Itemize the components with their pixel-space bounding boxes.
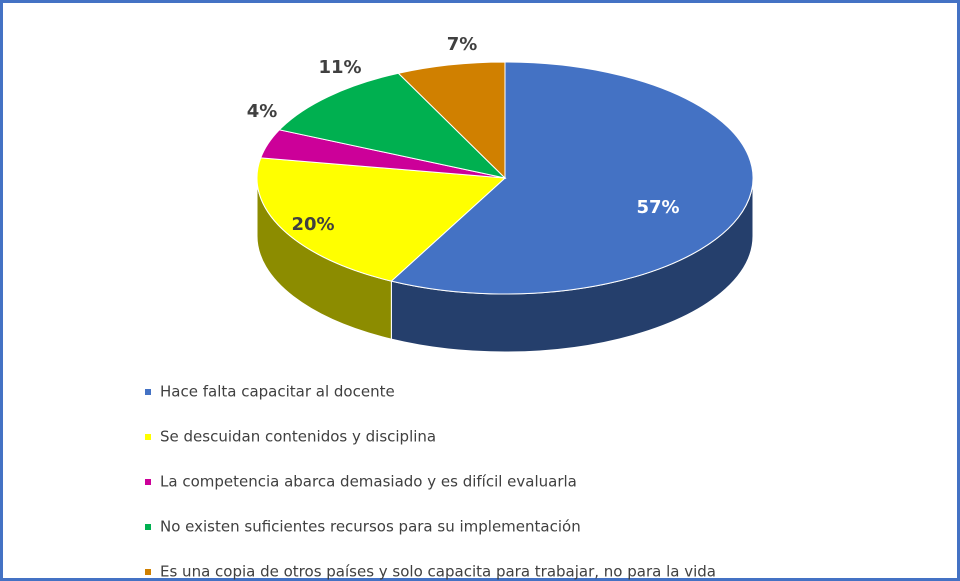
legend-swatch: [145, 524, 151, 530]
data-label: 4%: [247, 101, 278, 122]
legend-label: Hace falta capacitar al docente: [160, 383, 395, 401]
legend-label: Se descuidan contenidos y disciplina: [160, 428, 436, 446]
data-label: 7%: [447, 34, 478, 55]
legend-swatch: [145, 569, 151, 575]
data-label: 11%: [318, 57, 361, 78]
slice: [397, 61, 506, 180]
data-label: 57%: [636, 197, 679, 218]
legend-label: No existen suficientes recursos para su …: [160, 518, 581, 536]
legend-label: La competencia abarca demasiado y es dif…: [160, 473, 577, 491]
data-label: 20%: [291, 214, 334, 235]
legend-label: Es una copia de otros países y solo capa…: [160, 563, 716, 581]
slice: [390, 61, 754, 295]
slice: [278, 72, 507, 179]
legend-swatch: [145, 389, 151, 395]
legend-swatch: [145, 479, 151, 485]
legend-swatch: [145, 434, 151, 440]
slice: [256, 157, 507, 282]
